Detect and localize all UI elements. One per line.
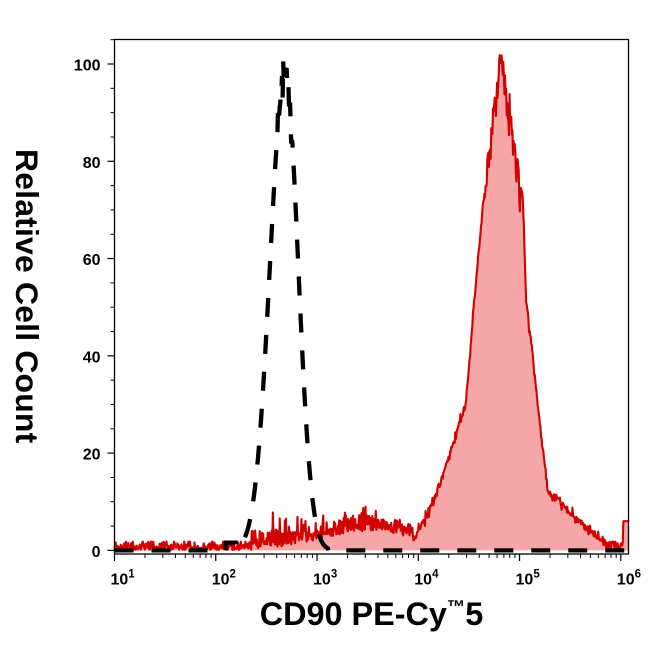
svg-text:0: 0 <box>92 544 101 561</box>
svg-text:102: 102 <box>212 569 236 589</box>
svg-text:105: 105 <box>516 569 541 589</box>
svg-text:101: 101 <box>111 569 136 589</box>
svg-text:60: 60 <box>83 252 101 269</box>
svg-text:103: 103 <box>313 569 337 589</box>
svg-text:20: 20 <box>83 447 101 464</box>
svg-text:80: 80 <box>83 155 101 172</box>
svg-text:106: 106 <box>617 569 641 589</box>
svg-text:104: 104 <box>414 569 439 589</box>
svg-text:100: 100 <box>74 58 101 75</box>
svg-text:40: 40 <box>83 349 101 366</box>
